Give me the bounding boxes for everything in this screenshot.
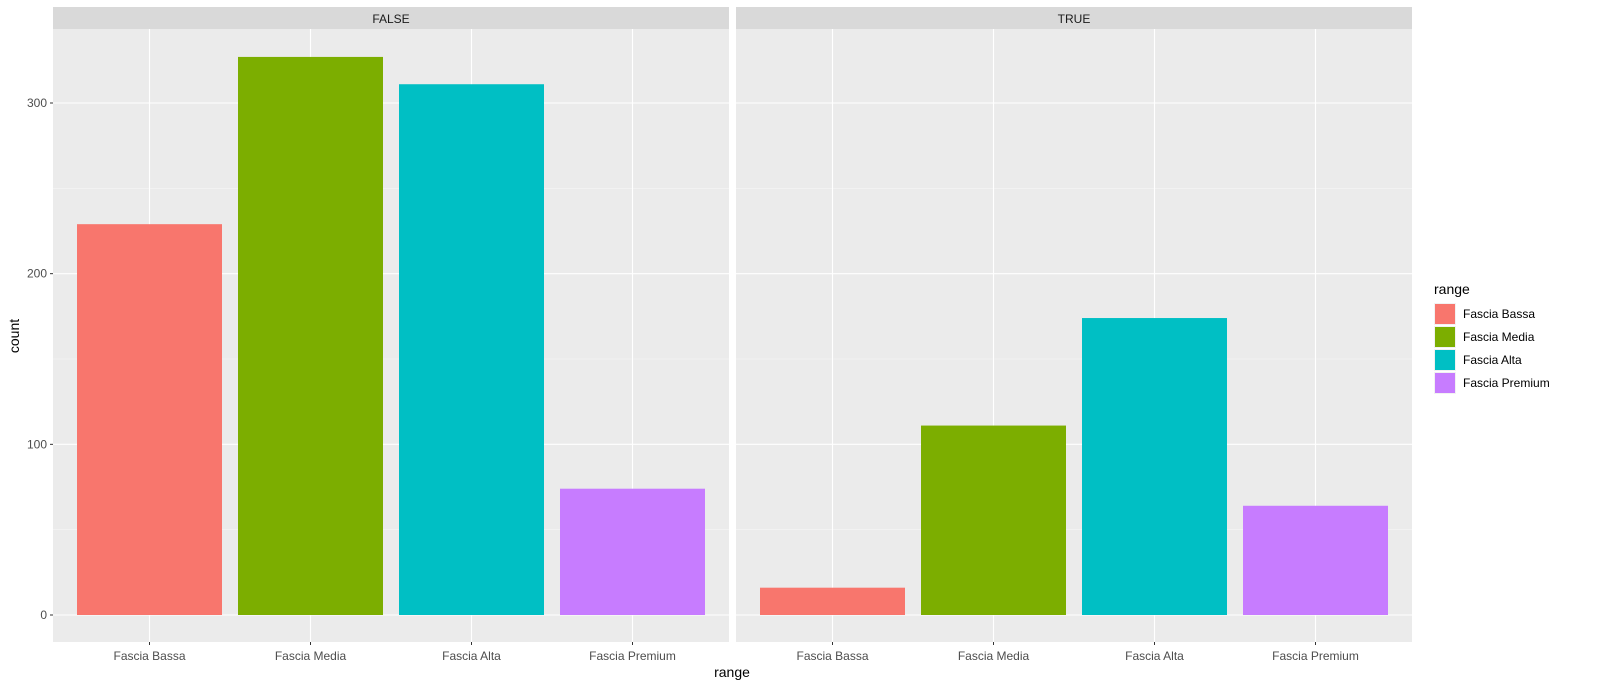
- y-tick-label: 200: [27, 267, 47, 281]
- x-tick-label: Fascia Bassa: [796, 649, 868, 663]
- x-tick-label: Fascia Alta: [1125, 649, 1184, 663]
- facet-strip-false: [53, 7, 729, 29]
- facet-panel-true: TRUE Fascia Bassa Fascia Media Fascia Alta…: [736, 7, 1412, 663]
- legend-swatch-fascia-bassa: [1435, 304, 1455, 324]
- bars-false: [77, 56, 705, 616]
- x-tick-labels-false: Fascia Bassa Fascia Media Fascia Alta Fasci…: [113, 642, 676, 663]
- legend-swatch-fascia-alta: [1435, 350, 1455, 370]
- x-tick-label: Fascia Media: [958, 649, 1030, 663]
- bar-false-fascia-bassa: [77, 224, 222, 615]
- bars-true: [760, 318, 1388, 615]
- bar-false-fascia-alta: [399, 84, 544, 615]
- facet-strip-label-true: TRUE: [1058, 12, 1091, 26]
- bar-true-fascia-bassa: [760, 587, 905, 615]
- legend-swatch-fascia-premium: [1435, 373, 1455, 393]
- x-axis-title: range: [714, 664, 750, 680]
- legend-label-fascia-alta: Fascia Alta: [1463, 353, 1522, 367]
- x-tick-label: Fascia Premium: [1272, 649, 1359, 663]
- x-tick-labels-true: Fascia Bassa Fascia Media Fascia Alta Fasci…: [796, 642, 1359, 663]
- bar-true-fascia-premium: [1243, 505, 1388, 615]
- bar-false-fascia-media: [238, 56, 383, 616]
- legend-swatch-fascia-media: [1435, 327, 1455, 347]
- legend-label-fascia-bassa: Fascia Bassa: [1463, 307, 1535, 321]
- x-tick-label: Fascia Media: [275, 649, 347, 663]
- bar-false-fascia-premium: [560, 488, 705, 615]
- bar-true-fascia-alta: [1082, 318, 1227, 615]
- legend: range Fascia Bassa Fascia Media Fascia Alt…: [1434, 281, 1550, 394]
- legend-label-fascia-premium: Fascia Premium: [1463, 376, 1550, 390]
- y-axis-title: count: [6, 319, 22, 353]
- y-tick-label: 100: [27, 437, 47, 451]
- facet-strip-true: [736, 7, 1412, 29]
- x-tick-label: Fascia Premium: [589, 649, 676, 663]
- x-tick-label: Fascia Bassa: [113, 649, 185, 663]
- y-tick-label: 300: [27, 96, 47, 110]
- y-tick-label: 0: [40, 608, 47, 622]
- facet-panel-false: FALSE Fascia Bassa Fascia Media Fascia Alt…: [53, 7, 729, 663]
- y-axis: 0 100 200 300: [27, 96, 53, 622]
- legend-title: range: [1434, 281, 1470, 297]
- facet-strip-label-false: FALSE: [372, 12, 409, 26]
- bar-true-fascia-media: [921, 425, 1066, 615]
- legend-label-fascia-media: Fascia Media: [1463, 330, 1535, 344]
- x-tick-label: Fascia Alta: [442, 649, 501, 663]
